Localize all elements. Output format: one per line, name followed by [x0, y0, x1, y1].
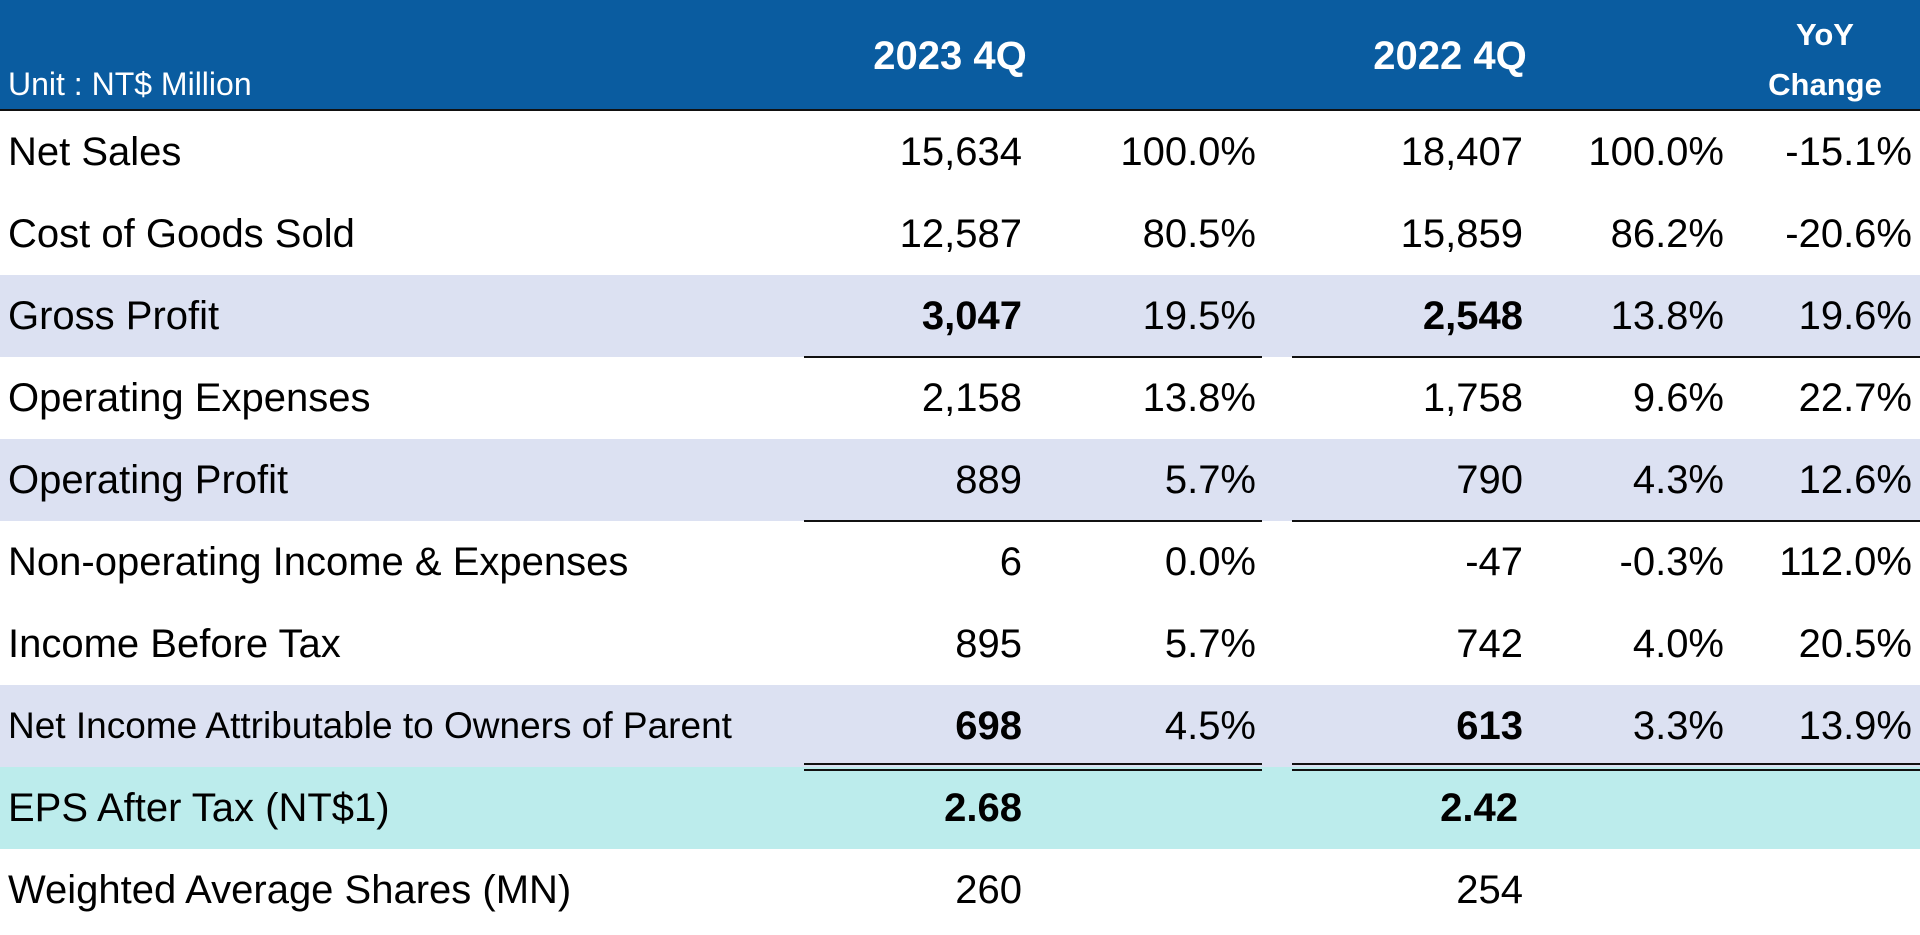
current-percent: 4.5% — [1164, 704, 1256, 748]
prior-percent: 3.3% — [1632, 704, 1724, 748]
current-value: 260 — [955, 868, 1022, 912]
prior-value: 2,548 — [1422, 294, 1523, 338]
current-percent: 80.5% — [1142, 212, 1256, 256]
yoy-change-value: -20.6% — [1785, 212, 1912, 256]
table-header: Unit : NT$ Million 2023 4Q 2022 4Q YoY C… — [0, 0, 1920, 110]
table-row-income-before-tax: Income Before Tax 895 5.7% 742 4.0% 20.5… — [0, 603, 1920, 685]
prior-percent: 86.2% — [1610, 212, 1724, 256]
current-percent: 100.0% — [1120, 130, 1256, 174]
column-header-prior-period: 2022 4Q — [1373, 34, 1527, 78]
prior-value: 1,758 — [1422, 376, 1523, 420]
current-value: 698 — [955, 704, 1022, 748]
row-label: Weighted Average Shares (MN) — [8, 868, 572, 912]
current-percent: 5.7% — [1164, 458, 1256, 502]
yoy-change-value: 13.9% — [1798, 704, 1912, 748]
row-label: EPS After Tax (NT$1) — [8, 786, 390, 830]
prior-value: 613 — [1456, 704, 1523, 748]
column-header-current-period: 2023 4Q — [873, 34, 1027, 78]
prior-value: 742 — [1456, 622, 1523, 666]
unit-label: Unit : NT$ Million — [8, 66, 252, 102]
operating-profit-underline-prior — [1292, 520, 1920, 522]
prior-percent: 4.3% — [1632, 458, 1724, 502]
column-header-yoy-change: YoY Change — [1745, 10, 1905, 110]
yoy-change-value: -15.1% — [1785, 130, 1912, 174]
row-label: Cost of Goods Sold — [8, 212, 355, 256]
prior-value: 254 — [1456, 868, 1523, 912]
current-value: 2,158 — [921, 376, 1022, 420]
yoy-label: YoY — [1796, 17, 1854, 52]
current-value: 15,634 — [899, 130, 1022, 174]
row-label: Non-operating Income & Expenses — [8, 540, 629, 584]
prior-value: 18,407 — [1400, 130, 1523, 174]
table-body: Net Sales 15,634 100.0% 18,407 100.0% -1… — [0, 111, 1920, 931]
yoy-change-value: 19.6% — [1798, 294, 1912, 338]
yoy-change-value: 22.7% — [1798, 376, 1912, 420]
current-percent: 0.0% — [1164, 540, 1256, 584]
row-label: Operating Expenses — [8, 376, 371, 420]
table-row-non-operating: Non-operating Income & Expenses 6 0.0% -… — [0, 521, 1920, 603]
current-value: 889 — [955, 458, 1022, 502]
prior-percent: 100.0% — [1588, 130, 1724, 174]
net-income-double-underline-prior — [1292, 763, 1920, 771]
current-value: 2.68 — [944, 786, 1022, 830]
current-percent: 5.7% — [1164, 622, 1256, 666]
current-percent: 19.5% — [1142, 294, 1256, 338]
prior-percent: -0.3% — [1619, 540, 1725, 584]
row-label: Income Before Tax — [8, 622, 341, 666]
change-label: Change — [1768, 67, 1882, 102]
header-divider — [0, 109, 1920, 111]
table-row-operating-profit: Operating Profit 889 5.7% 790 4.3% 12.6% — [0, 439, 1920, 521]
prior-value: 2.42 — [1440, 786, 1518, 830]
table-row-net-income: Net Income Attributable to Owners of Par… — [0, 685, 1920, 767]
prior-percent: 9.6% — [1632, 376, 1724, 420]
yoy-change-value: 12.6% — [1798, 458, 1912, 502]
row-label: Operating Profit — [8, 458, 289, 502]
gross-profit-underline-prior — [1292, 356, 1920, 358]
row-label: Gross Profit — [8, 294, 220, 338]
table-row-gross-profit: Gross Profit 3,047 19.5% 2,548 13.8% 19.… — [0, 275, 1920, 357]
table-row-eps: EPS After Tax (NT$1) 2.68 2.42 — [0, 767, 1920, 849]
table-row-weighted-shares: Weighted Average Shares (MN) 260 254 — [0, 849, 1920, 931]
table-row-cogs: Cost of Goods Sold 12,587 80.5% 15,859 8… — [0, 193, 1920, 275]
current-value: 3,047 — [921, 294, 1022, 338]
operating-profit-underline-current — [804, 520, 1262, 522]
prior-percent: 4.0% — [1632, 622, 1724, 666]
current-value: 6 — [999, 540, 1022, 584]
table-row-operating-expenses: Operating Expenses 2,158 13.8% 1,758 9.6… — [0, 357, 1920, 439]
current-value: 895 — [955, 622, 1022, 666]
table-row-net-sales: Net Sales 15,634 100.0% 18,407 100.0% -1… — [0, 111, 1920, 193]
prior-value: 15,859 — [1400, 212, 1523, 256]
prior-percent: 13.8% — [1610, 294, 1724, 338]
row-label: Net Income Attributable to Owners of Par… — [8, 705, 732, 746]
current-percent: 13.8% — [1142, 376, 1256, 420]
yoy-change-value: 20.5% — [1798, 622, 1912, 666]
prior-value: 790 — [1456, 458, 1523, 502]
yoy-change-value: 112.0% — [1779, 540, 1912, 584]
prior-value: -47 — [1465, 540, 1523, 584]
net-income-double-underline-current — [804, 763, 1262, 771]
row-label: Net Sales — [8, 130, 182, 174]
current-value: 12,587 — [899, 212, 1022, 256]
gross-profit-underline-current — [804, 356, 1262, 358]
